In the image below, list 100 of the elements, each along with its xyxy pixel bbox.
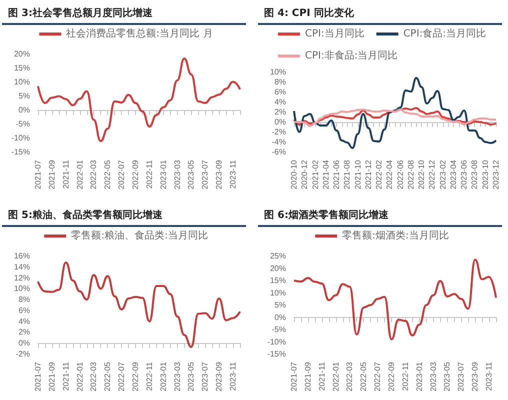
y-tick-label: -2% <box>16 350 30 358</box>
x-tick-label: 2021-11 <box>61 159 70 189</box>
x-tick-label: 2020-10 <box>290 159 298 190</box>
x-tick-label: 2022-03 <box>89 361 98 392</box>
y-tick-label: 12% <box>14 273 30 282</box>
y-tick-label: 20% <box>270 264 286 273</box>
chart-title: 图 4: CPI 同比变化 <box>258 2 502 25</box>
legend-label: CPI:食品:当月同比 <box>403 28 486 40</box>
x-tick-label: 2021-11 <box>317 361 326 391</box>
x-tick-label: 2022-01 <box>75 361 84 392</box>
x-tick-label: 2023-08 <box>470 159 480 190</box>
y-tick-label: -6% <box>272 148 286 156</box>
x-tick-label: 2023-07 <box>456 361 466 392</box>
x-tick-label: 2023-12 <box>492 159 500 190</box>
x-tick-label: 2022-12 <box>428 159 437 190</box>
x-tick-label: 2022-05 <box>103 159 112 190</box>
y-tick-label: 2% <box>274 108 286 116</box>
y-tick-label: 0% <box>274 312 286 322</box>
x-tick-label: 2023-01 <box>158 361 168 392</box>
y-tick-label: 5% <box>18 92 30 100</box>
y-tick-label: 15% <box>14 64 30 72</box>
y-tick-label: 15% <box>270 276 286 285</box>
y-tick-label: 10% <box>270 288 286 298</box>
y-tick-label: 16% <box>14 252 30 260</box>
x-tick-label: 2023-06 <box>460 159 469 190</box>
y-tick-label: 0% <box>18 106 30 114</box>
x-tick-label: 2023-11 <box>228 361 238 391</box>
y-tick-label: 2% <box>18 328 30 337</box>
chart-title: 图 3:社会零售总额月度同比增速 <box>2 2 246 25</box>
legend-label: 零售额:粮油、食品类:当月同比 <box>71 230 208 242</box>
y-tick-label: 0% <box>18 338 30 348</box>
x-tick-label: 2022-06 <box>396 159 405 190</box>
y-tick-label: 6% <box>18 306 30 315</box>
y-tick-label: -5% <box>16 120 30 128</box>
y-tick-label: 10% <box>270 68 286 76</box>
x-tick-label: 2022-11 <box>144 159 154 189</box>
x-tick-label: 2022-08 <box>406 159 416 190</box>
x-tick-label: 2021-09 <box>47 361 56 392</box>
x-tick-label: 2023-10 <box>480 159 490 190</box>
legend-label: CPI:当月同比 <box>304 28 364 40</box>
y-tick-label: -15% <box>267 350 286 358</box>
line-series <box>37 262 241 348</box>
x-tick-label: 2023-07 <box>200 159 210 190</box>
y-tick-label: -10% <box>11 134 30 142</box>
x-tick-label: 2022-09 <box>131 361 140 392</box>
x-tick-label: 2023-07 <box>200 361 210 392</box>
chart-title: 图 5:粮油、食品类零售额同比增速 <box>2 204 246 227</box>
y-tick-label: 0% <box>274 118 286 126</box>
x-tick-label: 2022-05 <box>359 361 368 392</box>
x-tick-label: 2021-08 <box>342 159 352 190</box>
line-series <box>293 258 497 340</box>
x-tick-label: 2021-07 <box>34 159 42 190</box>
x-tick-label: 2022-03 <box>345 361 354 392</box>
legend-label: 零售额:烟酒类:当月同比 <box>342 230 449 242</box>
x-tick-label: 2023-01 <box>158 159 168 190</box>
y-tick-label: 4% <box>274 98 286 106</box>
y-tick-label: -10% <box>267 337 286 346</box>
x-tick-label: 2023-03 <box>172 159 182 190</box>
y-tick-label: -2% <box>272 128 286 136</box>
x-tick-label: 2022-04 <box>385 159 394 190</box>
x-tick-label: 2023-05 <box>442 361 452 392</box>
y-tick-label: -4% <box>272 138 286 146</box>
x-tick-label: 2023-03 <box>172 361 182 392</box>
y-tick-label: 8% <box>274 78 286 86</box>
x-tick-label: 2021-07 <box>34 361 42 392</box>
x-tick-label: 2022-07 <box>117 361 126 392</box>
y-tick-label: 10% <box>14 78 30 86</box>
x-tick-label: 2020-12 <box>300 159 310 190</box>
x-tick-label: 2023-11 <box>484 361 494 391</box>
x-tick-label: 2022-03 <box>89 159 98 190</box>
x-tick-label: 2023-09 <box>214 159 224 190</box>
x-tick-label: 2021-02 <box>310 159 320 190</box>
x-tick-label: 2022-10 <box>417 159 426 190</box>
y-tick-label: 14% <box>14 262 30 272</box>
y-tick-label: 25% <box>270 252 286 260</box>
x-tick-label: 2023-03 <box>428 361 438 392</box>
y-tick-label: 20% <box>14 50 30 58</box>
x-tick-label: 2023-11 <box>228 159 238 189</box>
y-tick-label: -15% <box>11 148 30 156</box>
x-tick-label: 2023-02 <box>438 159 448 190</box>
x-tick-label: 2023-09 <box>214 361 224 392</box>
x-tick-label: 2022-01 <box>331 361 340 392</box>
x-tick-label: 2021-12 <box>364 159 373 190</box>
x-tick-label: 2021-07 <box>290 361 298 392</box>
x-tick-label: 2023-09 <box>470 361 480 392</box>
x-tick-label: 2022-05 <box>103 361 112 392</box>
x-tick-label: 2023-04 <box>448 159 458 190</box>
y-tick-label: 4% <box>18 316 30 326</box>
x-tick-label: 2023-05 <box>186 361 196 392</box>
legend-label: CPI:非食品:当月同比 <box>304 50 398 62</box>
y-tick-label: -5% <box>272 325 286 334</box>
y-tick-label: 5% <box>274 300 286 310</box>
x-tick-label: 2021-09 <box>47 159 56 190</box>
line-series <box>293 77 497 149</box>
y-tick-label: 6% <box>274 88 286 96</box>
x-tick-label: 2022-09 <box>131 159 140 190</box>
x-tick-label: 2022-07 <box>117 159 126 190</box>
x-tick-label: 2023-01 <box>414 361 424 392</box>
x-tick-label: 2021-04 <box>321 159 330 190</box>
x-tick-label: 2021-11 <box>61 361 70 391</box>
